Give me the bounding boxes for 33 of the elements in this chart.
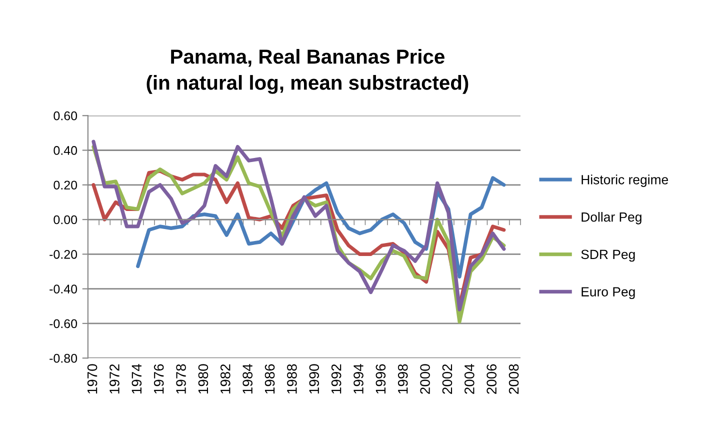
y-tick-label: 0.20: [54, 180, 78, 190]
x-tick-label: 1992: [331, 364, 342, 394]
x-tick-label: 2004: [464, 364, 474, 394]
y-tick-label: -0.40: [50, 284, 78, 294]
y-tick-label: 0.00: [54, 215, 78, 224]
x-tick-label: 1980: [198, 364, 208, 394]
x-tick-label: 1978: [176, 364, 186, 394]
x-tick-label: 1982: [220, 364, 230, 394]
x-tick-label: 1970: [87, 364, 98, 394]
x-tick-label: 2002: [442, 364, 452, 394]
x-tick-label: 1984: [242, 364, 252, 394]
legend-label: Historic regime: [582, 174, 668, 187]
x-tick-label: 1988: [287, 364, 297, 394]
x-tick-label: 1998: [398, 364, 408, 394]
x-tick-label: 2008: [508, 364, 519, 394]
legend-label: Euro Peg: [582, 287, 635, 300]
chart-title: Panama, Real Bananas Price (in natural log, mean substracted): [146, 48, 468, 94]
x-tick-label: 1996: [376, 364, 386, 394]
x-tick-label: 1974: [132, 364, 142, 394]
x-tick-label: 1986: [264, 364, 275, 394]
x-tick-label: 1994: [354, 364, 364, 394]
y-tick-label: -0.60: [50, 319, 78, 328]
y-tick-label: -0.20: [50, 250, 78, 259]
x-tick-label: 1972: [110, 364, 120, 394]
x-tick-label: 2000: [420, 364, 430, 394]
x-tick-label: 2006: [486, 364, 497, 394]
y-tick-label: 0.60: [54, 111, 78, 120]
y-tick-label: 0.40: [54, 146, 78, 155]
x-tick-label: 1976: [154, 364, 164, 394]
x-tick-label: 1990: [309, 364, 320, 394]
legend-label: Dollar Peg: [582, 212, 642, 224]
y-tick-label: -0.80: [50, 354, 78, 363]
legend-label: SDR Peg: [581, 250, 635, 262]
